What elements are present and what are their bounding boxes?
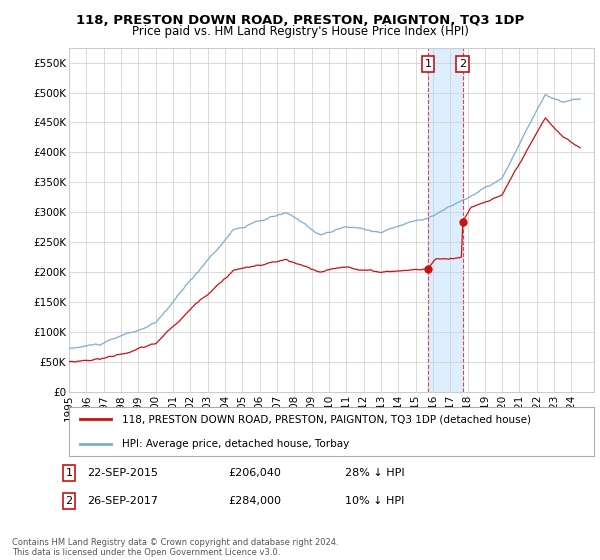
Text: 26-SEP-2017: 26-SEP-2017 [87,496,158,506]
Text: HPI: Average price, detached house, Torbay: HPI: Average price, detached house, Torb… [121,439,349,449]
Text: 2: 2 [459,59,466,69]
Text: £206,040: £206,040 [228,468,281,478]
Text: Price paid vs. HM Land Registry's House Price Index (HPI): Price paid vs. HM Land Registry's House … [131,25,469,38]
Text: 118, PRESTON DOWN ROAD, PRESTON, PAIGNTON, TQ3 1DP (detached house): 118, PRESTON DOWN ROAD, PRESTON, PAIGNTO… [121,414,530,424]
Text: 2: 2 [65,496,73,506]
Text: 118, PRESTON DOWN ROAD, PRESTON, PAIGNTON, TQ3 1DP: 118, PRESTON DOWN ROAD, PRESTON, PAIGNTO… [76,14,524,27]
Text: £284,000: £284,000 [228,496,281,506]
Text: 22-SEP-2015: 22-SEP-2015 [87,468,158,478]
Text: 10% ↓ HPI: 10% ↓ HPI [345,496,404,506]
Text: 1: 1 [425,59,431,69]
Text: 28% ↓ HPI: 28% ↓ HPI [345,468,404,478]
Bar [428,48,463,392]
Text: 1: 1 [65,468,73,478]
Text: Contains HM Land Registry data © Crown copyright and database right 2024.
This d: Contains HM Land Registry data © Crown c… [12,538,338,557]
